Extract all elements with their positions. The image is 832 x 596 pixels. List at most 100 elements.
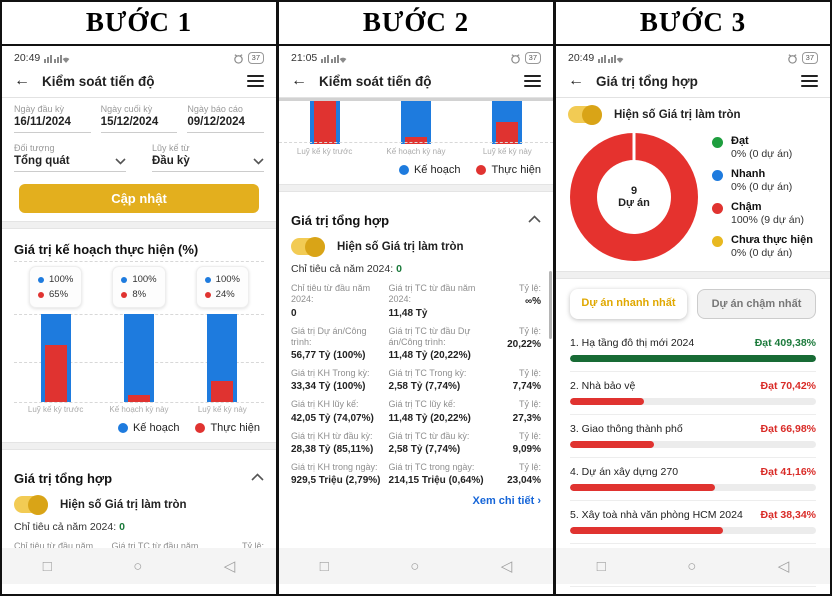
view-details-link[interactable]: Xem chi tiết › xyxy=(472,495,541,507)
actual-legend-dot-icon xyxy=(195,423,206,433)
plan-value: 100% xyxy=(49,274,74,285)
report-date-field[interactable]: Ngày báo cáo 09/12/2024 xyxy=(187,104,265,133)
alarm-clock-icon xyxy=(510,53,520,64)
back-arrow-icon[interactable]: ← xyxy=(568,72,584,89)
plan-bar xyxy=(40,314,71,402)
plan-legend-dot-icon xyxy=(398,165,409,175)
project-row[interactable]: 5. Xây toà nhà văn phòng HCM 2024 Đạt 38,… xyxy=(570,501,816,544)
cell-value: 33,34 Tỷ (100%) xyxy=(291,381,366,393)
end-date-field[interactable]: Ngày cuối kỳ 15/12/2024 xyxy=(100,104,178,133)
object-select[interactable]: Đối tượng Tổng quát xyxy=(14,143,126,172)
donut-center-count: 9 xyxy=(630,185,638,197)
phone-screen-step3: 20:49 37 ← Giá trị tổng hợp Hiện số Giá … xyxy=(553,46,830,594)
year-target-value: 0 xyxy=(119,521,125,533)
actual-dot-icon xyxy=(121,291,128,298)
toggle-label: Hiện số Giá trị làm tròn xyxy=(614,108,741,121)
tab-fastest-projects[interactable]: Dự án nhanh nhất xyxy=(570,289,687,319)
home-button[interactable]: ○ xyxy=(687,557,697,575)
actual-value: 24% xyxy=(215,289,235,300)
plan-value: 100% xyxy=(215,274,240,285)
status-bar: 21:05 37 xyxy=(279,46,553,68)
back-button[interactable]: ◁ xyxy=(223,558,236,575)
cell-value: 11,48 Tỷ xyxy=(388,307,428,319)
cell-value: 11,48 Tỷ (20,22%) xyxy=(388,412,471,424)
chevron-up-icon[interactable] xyxy=(528,215,541,223)
cumulative-from-select[interactable]: Lũy kế từ Đầu kỳ xyxy=(152,143,264,172)
progress-track xyxy=(570,441,816,448)
back-button[interactable]: ◁ xyxy=(500,558,513,575)
bar-group[interactable] xyxy=(462,101,553,144)
cell-value: 23,04% xyxy=(507,475,541,486)
cell-value: 42,05 Tỷ (74,07%) xyxy=(291,412,374,424)
bar-group[interactable] xyxy=(181,314,264,402)
chart-title: Giá trị kế hoạch thực hiện (%) xyxy=(14,242,199,257)
x-label: Luỹ kế kỳ trước xyxy=(296,147,353,156)
field-label: Ngày cuối kỳ xyxy=(100,104,153,114)
clock-time: 20:49 xyxy=(14,52,41,64)
back-arrow-icon[interactable]: ← xyxy=(291,72,307,89)
progress-fill xyxy=(570,355,816,362)
recent-apps-button[interactable]: □ xyxy=(319,557,329,575)
alarm-clock-icon xyxy=(787,53,797,64)
page-title: Kiểm soát tiến độ xyxy=(319,73,432,89)
home-button[interactable]: ○ xyxy=(410,557,420,575)
project-row[interactable]: 4. Dự án xây dựng 270 Đạt 41,16% xyxy=(570,458,816,501)
project-row[interactable]: 2. Nhà bảo vệ Đạt 70,42% xyxy=(570,372,816,415)
round-values-toggle[interactable] xyxy=(14,494,48,515)
scrollbar[interactable] xyxy=(549,271,552,339)
bar-group[interactable] xyxy=(97,314,180,402)
donut-chart[interactable]: 9 Dự án xyxy=(570,133,698,261)
back-button[interactable]: ◁ xyxy=(777,558,790,575)
chevron-up-icon[interactable] xyxy=(251,473,264,481)
actual-dot-icon xyxy=(204,291,211,298)
signal-wifi-icon xyxy=(44,55,70,63)
cell-value: 56,77 Tỷ (100%) xyxy=(291,350,366,361)
select-label: Lũy kế từ xyxy=(152,143,190,153)
table-row: Chỉ tiêu từ đầu năm 2024: 0 Giá trị TC từ… xyxy=(291,283,541,319)
recent-apps-button[interactable]: □ xyxy=(596,557,606,575)
hamburger-menu-icon[interactable] xyxy=(247,75,264,87)
hamburger-menu-icon[interactable] xyxy=(801,75,818,87)
progress-fill xyxy=(570,527,723,534)
plan-dot-icon xyxy=(204,276,211,283)
x-label: Luỹ kế kỳ này xyxy=(482,147,532,156)
bar-group[interactable] xyxy=(370,101,461,144)
start-date-field[interactable]: Ngày đầu kỳ 16/11/2024 xyxy=(14,104,91,133)
plan-bar xyxy=(123,314,154,402)
recent-apps-button[interactable]: □ xyxy=(42,557,52,575)
round-values-toggle[interactable] xyxy=(568,104,602,125)
tab-slowest-projects[interactable]: Dự án chậm nhất xyxy=(697,289,816,319)
round-values-toggle[interactable] xyxy=(291,236,325,257)
progress-track xyxy=(570,398,816,405)
field-value: 15/12/2024 xyxy=(100,116,159,128)
update-button[interactable]: Cập nhật xyxy=(19,184,259,213)
project-percent: Đạt 66,98% xyxy=(760,423,816,435)
home-button[interactable]: ○ xyxy=(133,557,143,575)
chevron-down-icon xyxy=(253,157,264,165)
plan-value: 100% xyxy=(132,274,157,285)
page-title: Kiểm soát tiến độ xyxy=(42,73,155,89)
android-nav-bar: □ ○ ◁ xyxy=(279,548,553,584)
column-header: Tỷ lệ: xyxy=(241,541,264,551)
donut-legend: Đạt 0% (0 dự án) Nhanh 0% (0 dự án) Chậm 10… xyxy=(712,135,816,259)
actual-legend-dot-icon xyxy=(476,165,487,175)
progress-fill xyxy=(570,441,654,448)
actual-bar xyxy=(127,394,150,402)
section-divider xyxy=(279,184,553,192)
project-filter-tabs: Dự án nhanh nhất Dự án chậm nhất xyxy=(556,279,830,325)
bar-group[interactable] xyxy=(14,314,97,402)
plan-legend-label: Kế hoạch xyxy=(132,422,180,434)
app-bar: ← Kiểm soát tiến độ xyxy=(279,68,553,98)
cell-value: 28,38 Tỷ (85,11%) xyxy=(291,443,374,455)
bar-group[interactable] xyxy=(279,101,370,144)
back-arrow-icon[interactable]: ← xyxy=(14,72,30,89)
slow-dot-icon xyxy=(712,203,723,214)
project-row[interactable]: 1. Hạ tầng đô thị mới 2024 Đạt 409,38% xyxy=(570,329,816,372)
hamburger-menu-icon[interactable] xyxy=(524,75,541,87)
cell-value: ∞% xyxy=(524,296,541,308)
project-row[interactable]: 3. Giao thông thành phố Đạt 66,98% xyxy=(570,415,816,458)
toggle-label: Hiện số Giá trị làm tròn xyxy=(337,240,464,253)
section-divider xyxy=(2,442,276,450)
column-header: Giá trị TC từ đầu năm xyxy=(111,541,199,551)
actual-bar xyxy=(404,137,427,144)
